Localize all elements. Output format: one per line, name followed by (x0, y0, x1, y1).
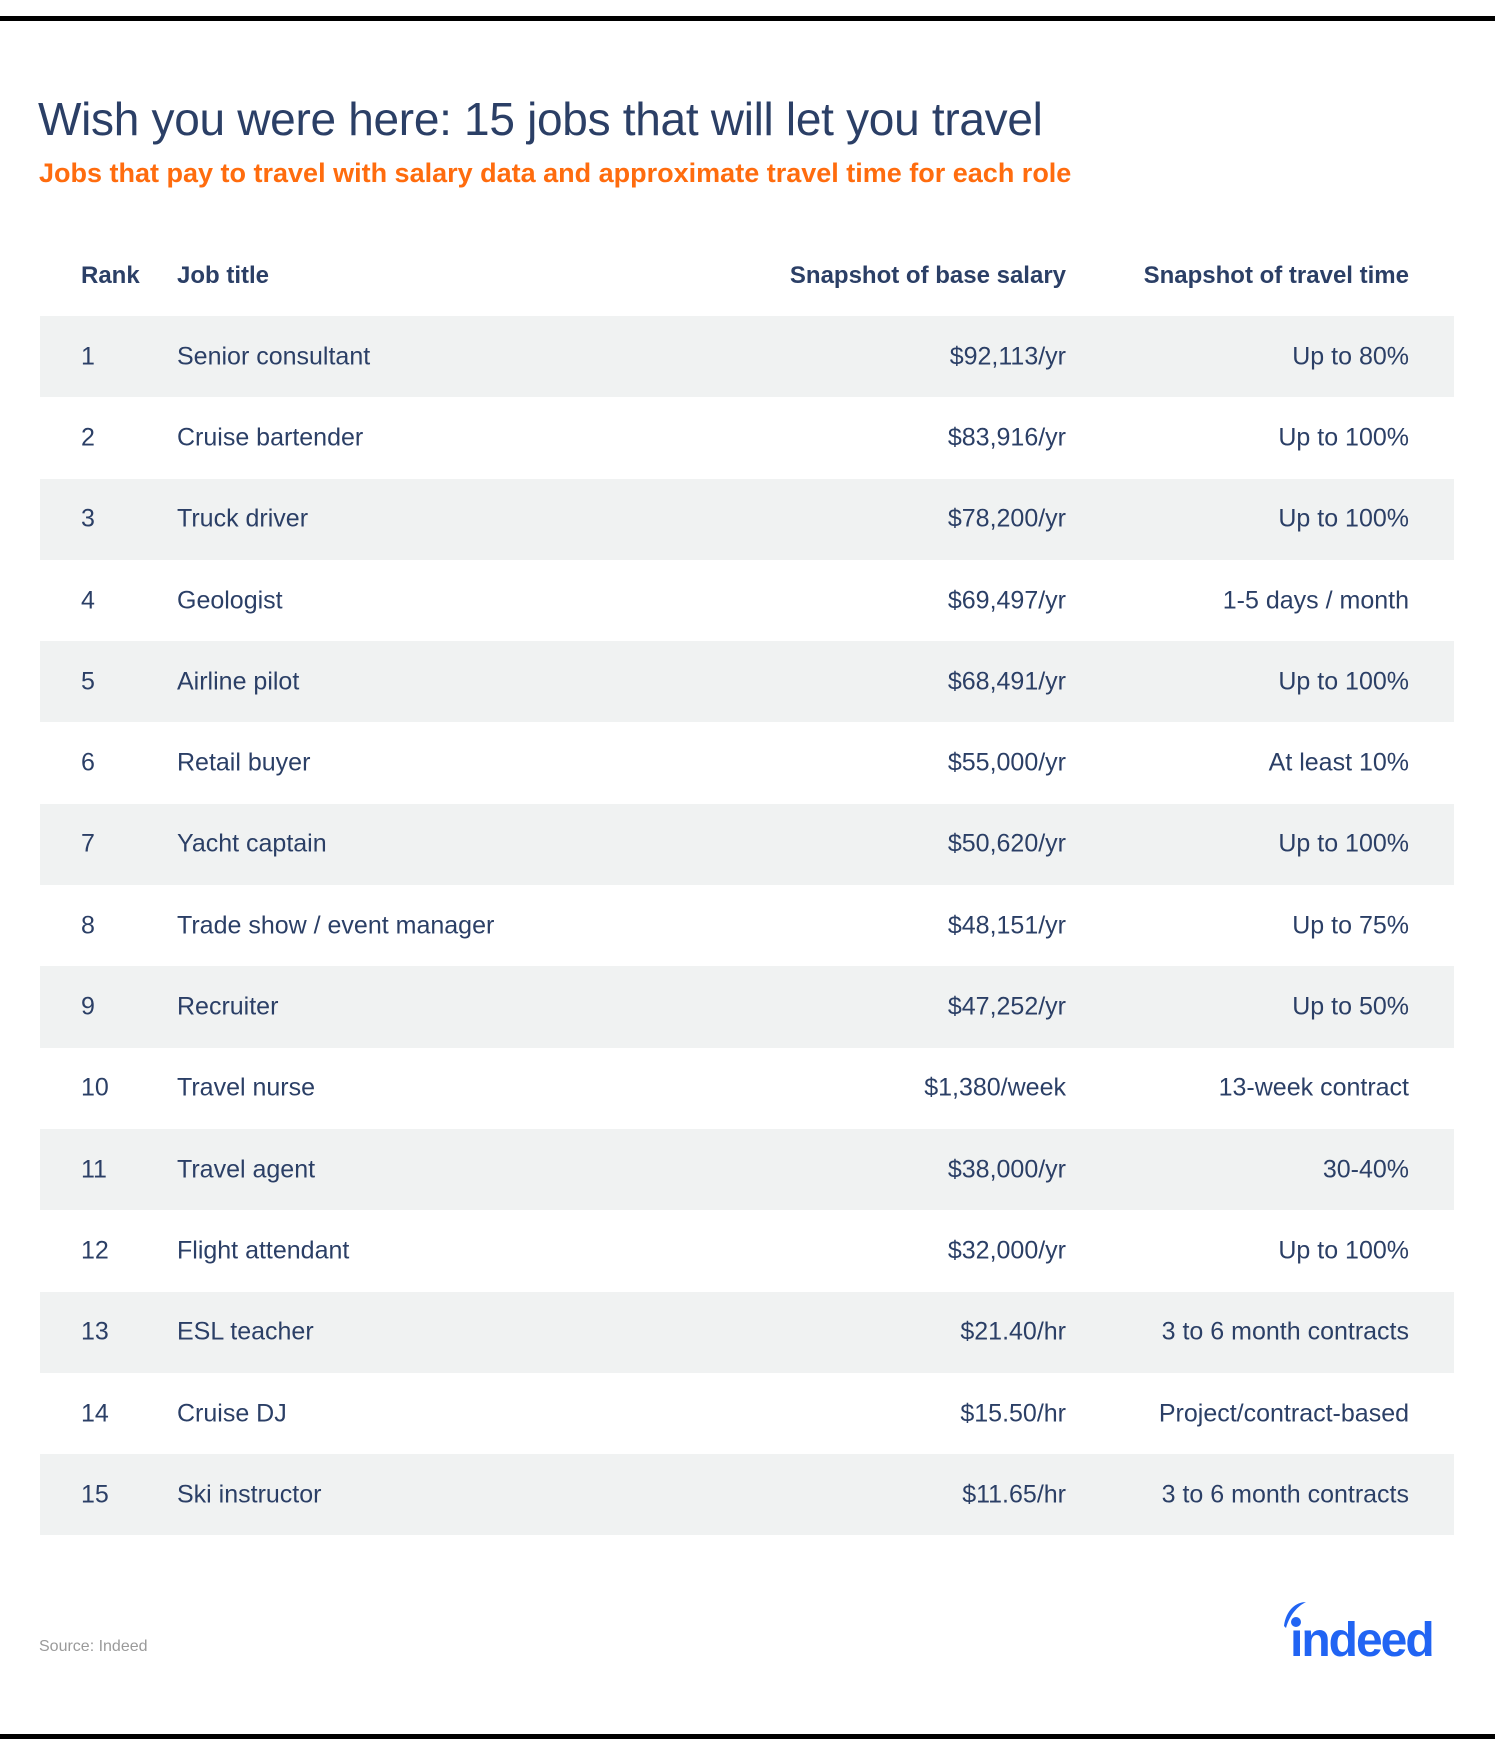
job-title-cell: Airline pilot (177, 667, 300, 696)
table-row: 15 Ski instructor $11.65/hr 3 to 6 month co… (40, 1454, 1454, 1536)
job-title-cell: Cruise bartender (177, 423, 364, 452)
job-title-cell: Travel nurse (177, 1073, 316, 1102)
job-title-cell: Geologist (177, 586, 283, 615)
rank-cell: 6 (81, 748, 95, 777)
rank-cell: 7 (81, 829, 95, 858)
travel-time-cell: Up to 100% (1278, 423, 1409, 452)
header-job-title: Job title (177, 262, 270, 289)
salary-cell: $50,620/yr (947, 829, 1066, 858)
rank-cell: 5 (81, 667, 95, 696)
salary-cell: $68,491/yr (947, 667, 1066, 696)
travel-time-cell: Up to 80% (1292, 342, 1409, 371)
travel-time-cell: Up to 100% (1278, 1236, 1409, 1265)
rank-cell: 11 (81, 1155, 107, 1184)
page-title: Wish you were here: 15 jobs that will le… (38, 93, 1043, 145)
job-title-cell: Truck driver (177, 504, 309, 533)
job-title-cell: Ski instructor (177, 1480, 322, 1509)
salary-cell: $38,000/yr (947, 1155, 1066, 1184)
table-header: Rank Job title Snapshot of base salary S… (40, 236, 1454, 316)
rank-cell: 4 (81, 586, 95, 615)
source-note: Source: Indeed (39, 1638, 148, 1655)
salary-cell: $48,151/yr (947, 911, 1066, 940)
travel-time-cell: At least 10% (1268, 748, 1409, 777)
indeed-logo: ındeed (1284, 1602, 1435, 1660)
travel-time-cell: 3 to 6 month contracts (1161, 1480, 1409, 1509)
rank-cell: 9 (81, 992, 95, 1021)
table-row: 13 ESL teacher $21.40/hr 3 to 6 month contr… (40, 1291, 1454, 1373)
salary-cell: $55,000/yr (947, 748, 1066, 777)
job-title-cell: Trade show / event manager (177, 911, 495, 940)
svg-text:ındeed: ındeed (1290, 1614, 1433, 1660)
travel-time-cell: Up to 100% (1278, 829, 1409, 858)
job-title-cell: Flight attendant (177, 1236, 350, 1265)
travel-time-cell: 30-40% (1322, 1155, 1409, 1184)
job-title-cell: ESL teacher (177, 1317, 314, 1346)
travel-time-cell: Up to 100% (1278, 504, 1409, 533)
table-row: 12 Flight attendant $32,000/yr Up to 100% (40, 1210, 1454, 1291)
salary-cell: $69,497/yr (947, 586, 1066, 615)
jobs-table: Rank Job title Snapshot of base salary S… (40, 236, 1454, 1536)
travel-time-cell: Up to 50% (1292, 992, 1409, 1021)
salary-cell: $15.50/hr (960, 1399, 1066, 1427)
salary-cell: $78,200/yr (947, 504, 1066, 533)
table-row: 7 Yacht captain $50,620/yr Up to 100% (40, 803, 1454, 886)
rank-cell: 10 (81, 1073, 109, 1102)
rank-cell: 3 (81, 504, 95, 533)
table-row: 5 Airline pilot $68,491/yr Up to 100% (40, 641, 1454, 723)
table-row: 8 Trade show / event manager $48,151/yr Up … (40, 885, 1454, 966)
travel-time-cell: Up to 100% (1278, 667, 1409, 696)
table-row: 6 Retail buyer $55,000/yr At least 10% (40, 722, 1454, 803)
job-title-cell: Senior consultant (177, 342, 371, 371)
job-title-cell: Recruiter (177, 992, 279, 1021)
rank-cell: 8 (81, 911, 95, 940)
salary-cell: $21.40/hr (960, 1317, 1066, 1346)
job-title-cell: Retail buyer (177, 748, 311, 777)
salary-cell: $1,380/week (924, 1073, 1066, 1102)
header-travel-time: Snapshot of travel time (1143, 262, 1409, 289)
header-rank: Rank (81, 262, 140, 289)
salary-cell: $47,252/yr (947, 992, 1066, 1021)
rank-cell: 2 (81, 423, 95, 452)
salary-cell: $32,000/yr (947, 1236, 1066, 1265)
rank-cell: 13 (81, 1317, 109, 1346)
page-subtitle: Jobs that pay to travel with salary data… (39, 158, 1072, 188)
job-title-cell: Cruise DJ (177, 1399, 287, 1427)
salary-cell: $92,113/yr (949, 342, 1066, 371)
salary-cell: $11.65/hr (962, 1480, 1066, 1509)
table-row: 14 Cruise DJ $15.50/hr Project/contract-bas… (40, 1373, 1454, 1454)
travel-time-cell: Project/contract-based (1158, 1399, 1409, 1427)
table-row: 2 Cruise bartender $83,916/yr Up to 100% (40, 397, 1454, 478)
table-row: 1 Senior consultant $92,113/yr Up to 80% (40, 316, 1454, 398)
top-rule (0, 16, 1495, 21)
table-row: 3 Truck driver $78,200/yr Up to 100% (40, 478, 1454, 560)
travel-time-cell: 1-5 days / month (1222, 586, 1409, 615)
bottom-rule (0, 1734, 1495, 1739)
travel-time-cell: 13-week contract (1218, 1073, 1409, 1102)
table-row: 11 Travel agent $38,000/yr 30-40% (40, 1128, 1454, 1211)
rank-cell: 1 (81, 342, 95, 371)
rank-cell: 14 (81, 1399, 109, 1427)
table-row: 9 Recruiter $47,252/yr Up to 50% (40, 966, 1454, 1048)
travel-time-cell: Up to 75% (1292, 911, 1409, 940)
travel-time-cell: 3 to 6 month contracts (1161, 1317, 1409, 1346)
rank-cell: 12 (81, 1236, 109, 1265)
table-row: 10 Travel nurse $1,380/week 13-week contrac… (40, 1048, 1454, 1129)
table-row: 4 Geologist $69,497/yr 1-5 days / month (40, 560, 1454, 641)
salary-cell: $83,916/yr (947, 423, 1066, 452)
job-title-cell: Yacht captain (177, 829, 327, 858)
rank-cell: 15 (81, 1480, 109, 1509)
header-salary: Snapshot of base salary (789, 262, 1066, 289)
job-title-cell: Travel agent (177, 1155, 316, 1184)
